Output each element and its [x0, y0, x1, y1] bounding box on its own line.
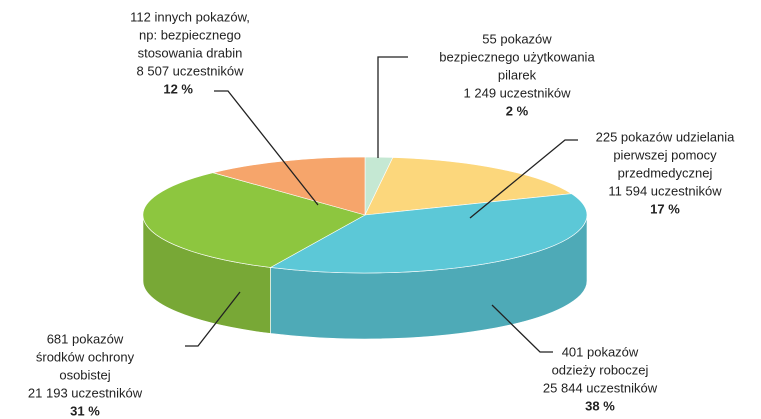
leader-line — [491, 304, 553, 353]
slice-label: pierwszej pomocy — [613, 147, 717, 162]
slice-label: przedmedycznej — [618, 165, 713, 180]
slice-label: stosowania drabin — [138, 45, 243, 60]
slice-label: 681 pokazów — [47, 331, 124, 346]
leader-line — [377, 56, 408, 158]
slice-label: 55 pokazów — [482, 31, 552, 46]
leader-line — [185, 291, 241, 347]
pie-tops — [142, 156, 588, 274]
slice-label: osobistej — [59, 367, 110, 382]
slice-label: odzieży roboczej — [552, 362, 649, 377]
slice-label: bezpiecznego użytkowania — [439, 49, 595, 64]
leader-line — [214, 90, 319, 206]
value-label: 2 % — [506, 103, 529, 118]
slice-label: pilarek — [498, 67, 537, 82]
labels: 55 pokazów bezpiecznego użytkowania pilare… — [28, 9, 735, 418]
slice-label: 11 594 uczestników — [608, 183, 722, 198]
slice-label: 8 507 uczestników — [137, 63, 245, 78]
slice-label: np: bezpiecznego — [139, 27, 241, 42]
leader-line — [469, 139, 578, 219]
value-label: 31 % — [70, 403, 100, 418]
slice-label: 21 193 uczestników — [28, 385, 143, 400]
slice-label: 401 pokazów — [562, 344, 639, 359]
slice-label: 225 pokazów udzielania — [596, 129, 736, 144]
value-label: 38 % — [585, 398, 615, 413]
value-label: 12 % — [163, 81, 193, 96]
slice — [364, 157, 573, 216]
value-label: 17 % — [650, 201, 680, 216]
slice-label: 25 844 uczestników — [543, 380, 658, 395]
slice — [142, 172, 366, 268]
slice-label: 112 innych pokazów, — [130, 9, 250, 24]
slice-label: środków ochrony — [36, 349, 135, 364]
slice-label: 1 249 uczestników — [464, 85, 572, 100]
slice — [269, 193, 588, 274]
